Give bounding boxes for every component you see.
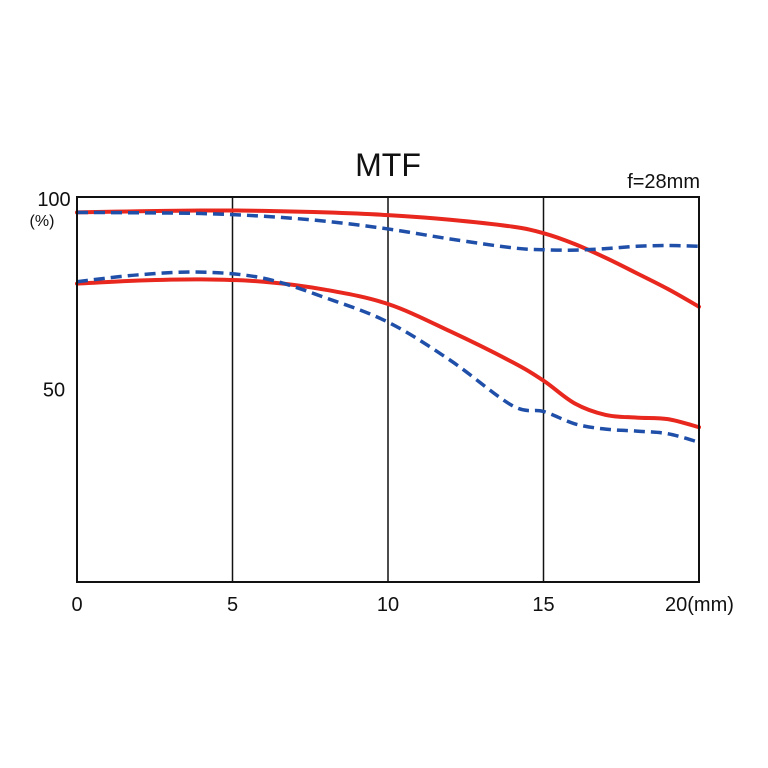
- y-tick-label-100: 100: [37, 189, 70, 211]
- x-tick-label-15: 15: [532, 594, 554, 616]
- y-unit-label: (%): [30, 213, 55, 230]
- x-tick-labels: 0 5 10 15 20(mm): [71, 594, 733, 616]
- series-layer: [75, 208, 701, 444]
- y-tick-label-50: 50: [43, 380, 65, 402]
- vertical-gridlines: [231, 197, 545, 582]
- x-tick-label-0: 0: [71, 594, 82, 616]
- y-tick-labels: 100 50: [37, 189, 70, 402]
- series-line-2-dashed: [76, 210, 700, 252]
- series-line-1-solid: [75, 208, 701, 309]
- plot-frame: [76, 196, 700, 583]
- series-line-3-solid: [75, 277, 701, 430]
- chart-title: MTF: [355, 147, 421, 183]
- chart-subtitle: f=28mm: [627, 171, 700, 193]
- x-tick-label-5: 5: [227, 594, 238, 616]
- x-tick-label-10: 10: [377, 594, 399, 616]
- x-tick-label-20: 20(mm): [665, 594, 734, 616]
